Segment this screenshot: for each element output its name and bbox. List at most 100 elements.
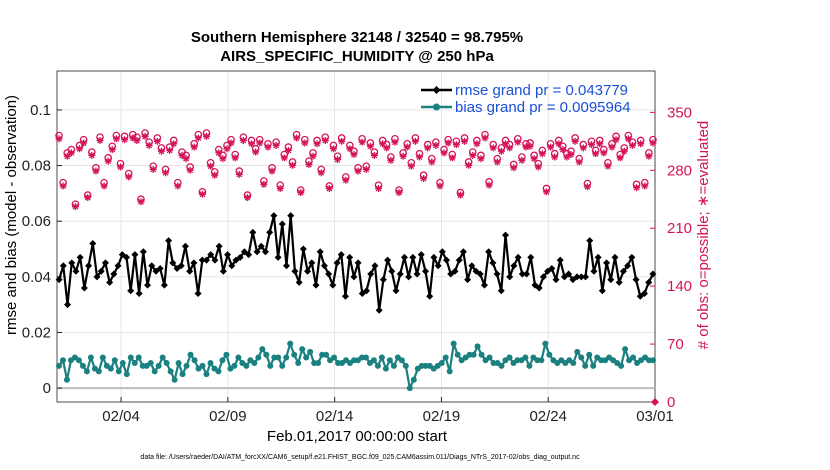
data-point-obs-evaluated (145, 141, 153, 149)
data-point-rmse (186, 267, 194, 275)
asterisk-stroke (600, 149, 607, 156)
data-point-obs-evaluated (116, 163, 124, 171)
asterisk-stroke (281, 154, 288, 161)
data-point-rmse (80, 284, 88, 292)
data-point-bias (171, 376, 178, 383)
right-axis-zero-marker (651, 398, 659, 406)
data-point-bias (486, 354, 493, 361)
data-point-obs-evaluated (219, 155, 227, 163)
asterisk-stroke (146, 142, 153, 149)
data-point-obs-evaluated (321, 137, 329, 145)
asterisk-stroke (236, 171, 243, 178)
data-point-rmse (211, 256, 219, 264)
asterisk-stroke (158, 148, 165, 155)
data-point-bias (295, 360, 302, 367)
y-axis-right: 0 70 140 210 280 350 (650, 104, 692, 411)
data-point-bias (446, 368, 453, 375)
data-point-rmse (194, 290, 202, 298)
data-point-rmse (468, 262, 476, 270)
data-point-obs-evaluated (555, 140, 563, 148)
data-point-obs-evaluated (194, 134, 202, 142)
data-point-obs-evaluated (547, 143, 555, 151)
data-point-obs-evaluated (420, 175, 428, 183)
asterisk-stroke (568, 151, 574, 158)
asterisk-stroke (498, 148, 505, 155)
data-point-rmse (514, 253, 522, 261)
asterisk-stroke (224, 145, 230, 152)
y-tick-label-right: 350 (667, 104, 692, 121)
asterisk-stroke (174, 183, 181, 189)
data-point-obs-evaluated (600, 149, 608, 157)
data-point-rmse (85, 262, 93, 270)
data-point-bias (386, 357, 393, 364)
asterisk-stroke (338, 138, 345, 145)
data-point-obs-evaluated (493, 158, 501, 166)
data-point-obs-evaluated (387, 156, 395, 164)
data-point-rmse (493, 270, 501, 278)
asterisk-stroke (191, 144, 198, 151)
asterisk-stroke (576, 159, 583, 165)
asterisk-stroke (375, 185, 382, 192)
asterisk-stroke (199, 191, 206, 198)
data-point-rmse (312, 281, 320, 289)
data-point-bias (263, 351, 270, 358)
data-point-obs-evaluated (424, 144, 432, 152)
data-point-obs-evaluated (637, 140, 645, 148)
data-point-obs-evaluated (248, 140, 256, 148)
data-point-bias (183, 362, 190, 369)
data-point-obs-evaluated (342, 176, 350, 184)
data-point-obs-evaluated (456, 191, 464, 199)
data-point-bias (83, 368, 90, 375)
asterisk-stroke (121, 136, 128, 143)
data-point-rmse (131, 251, 139, 259)
data-point-rmse (337, 251, 345, 259)
data-point-rmse (443, 256, 451, 264)
data-point-bias (255, 354, 262, 361)
data-point-bias (498, 362, 505, 369)
data-point-obs-evaluated (153, 137, 161, 145)
data-point-rmse (169, 259, 177, 267)
data-point-obs-evaluated (239, 137, 247, 145)
data-point-rmse (299, 245, 307, 253)
asterisk-stroke (461, 138, 468, 145)
asterisk-stroke (424, 144, 431, 151)
data-point-obs-evaluated (272, 141, 280, 149)
asterisk-stroke (596, 140, 603, 147)
asterisk-stroke (391, 139, 398, 146)
asterisk-stroke (60, 183, 67, 189)
asterisk-stroke (617, 154, 624, 161)
series-rmse (55, 212, 657, 314)
data-point-obs-evaluated (444, 139, 452, 147)
data-point-rmse (325, 270, 333, 278)
asterisk-stroke (150, 166, 157, 173)
data-point-bias (442, 354, 449, 361)
data-point-rmse (430, 253, 438, 261)
data-point-rmse (76, 253, 84, 261)
data-point-rmse (640, 290, 648, 298)
asterisk-stroke (502, 140, 509, 147)
data-point-bias (275, 354, 282, 361)
data-point-obs-evaluated (284, 146, 292, 154)
data-point-obs-evaluated (317, 169, 325, 177)
data-point-obs-evaluated (297, 189, 305, 197)
data-point-obs-evaluated (534, 163, 542, 171)
data-point-obs-evaluated (641, 182, 649, 190)
data-point-obs-evaluated (84, 194, 92, 202)
data-point-rmse (253, 248, 261, 256)
data-point-obs-evaluated (121, 136, 129, 144)
data-point-rmse (603, 259, 611, 267)
data-point-rmse (89, 239, 97, 247)
data-point-rmse (384, 256, 392, 264)
y-tick-label-left: 0.1 (30, 102, 51, 119)
data-point-rmse (624, 262, 632, 270)
asterisk-stroke (469, 152, 476, 159)
data-point-rmse (649, 270, 657, 278)
data-point-obs-evaluated (567, 151, 575, 159)
asterisk-stroke (178, 152, 185, 159)
data-point-bias (111, 357, 118, 364)
asterisk-stroke (477, 155, 484, 162)
data-point-rmse (114, 262, 122, 270)
data-point-rmse (245, 251, 253, 259)
data-point-bias (307, 348, 314, 355)
data-point-obs-evaluated (628, 141, 636, 149)
